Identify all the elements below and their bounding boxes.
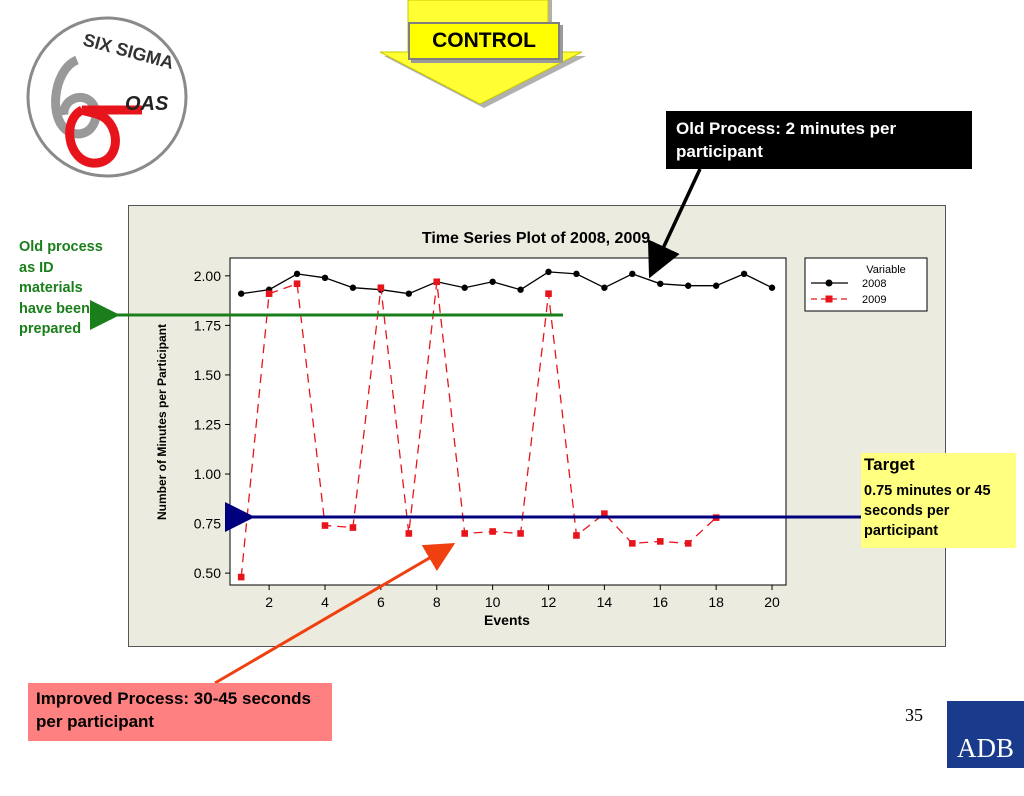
point-2008 bbox=[321, 274, 329, 282]
point-2008 bbox=[405, 290, 413, 297]
x-tick-label: 8 bbox=[433, 594, 441, 610]
point-2008 bbox=[685, 282, 692, 289]
point-2008 bbox=[349, 284, 357, 291]
point-2009 bbox=[321, 522, 329, 529]
adb-logo: ADB bbox=[947, 701, 1024, 768]
improved-process-note: Improved Process: 30-45 seconds per part… bbox=[28, 683, 332, 741]
point-2009 bbox=[377, 284, 385, 292]
point-2009 bbox=[293, 280, 301, 288]
x-tick-label: 14 bbox=[597, 594, 613, 610]
legend-title: Variable bbox=[866, 264, 906, 276]
legend-box bbox=[804, 257, 928, 312]
point-2008 bbox=[657, 280, 664, 287]
point-2008 bbox=[629, 270, 636, 278]
y-axis-ticks: 0.50 0.75 1.00 1.25 1.50 1.75 2.00 bbox=[194, 268, 230, 581]
point-2008 bbox=[768, 284, 776, 291]
y-tick-label: 0.50 bbox=[194, 565, 221, 581]
x-axis-label: Events bbox=[484, 612, 530, 628]
x-tick-label: 20 bbox=[764, 594, 780, 610]
point-2008 bbox=[712, 282, 720, 289]
point-2008 bbox=[545, 268, 552, 276]
control-label: CONTROL bbox=[408, 22, 560, 60]
series-line-2009 bbox=[240, 281, 717, 578]
point-2008 bbox=[293, 270, 301, 278]
point-2009 bbox=[461, 530, 468, 537]
x-axis-ticks: 2 4 6 8 10 12 14 16 18 20 bbox=[265, 585, 780, 610]
series-layer bbox=[237, 268, 776, 581]
x-tick-label: 6 bbox=[377, 594, 385, 610]
old-process-callout-arrow bbox=[647, 168, 702, 279]
y-axis-label: Number of Minutes per Participant bbox=[155, 324, 169, 520]
x-tick-label: 12 bbox=[541, 594, 557, 610]
x-tick-label: 18 bbox=[708, 594, 724, 610]
y-tick-label: 1.25 bbox=[194, 416, 221, 432]
point-2009 bbox=[656, 538, 664, 545]
point-2008 bbox=[461, 284, 468, 291]
target-text: 0.75 minutes or 45 seconds per participa… bbox=[864, 483, 991, 539]
old-process-note: Old Process: 2 minutes per participant bbox=[666, 111, 972, 169]
left-annotation: Old process as ID materials have been pr… bbox=[19, 239, 103, 337]
y-tick-label: 2.00 bbox=[194, 268, 221, 284]
chart-title: Time Series Plot of 2008, 2009 bbox=[422, 230, 650, 247]
point-2009 bbox=[405, 530, 413, 537]
point-2009 bbox=[684, 540, 692, 547]
point-2008 bbox=[601, 284, 608, 291]
point-2009 bbox=[237, 573, 245, 581]
legend-label-2008: 2008 bbox=[862, 278, 886, 290]
point-2009 bbox=[517, 530, 524, 537]
six-sigma-oas-logo: SIX SIGMA OAS bbox=[26, 16, 188, 178]
point-2009 bbox=[265, 290, 273, 297]
y-tick-label: 1.50 bbox=[194, 367, 221, 383]
point-2009 bbox=[489, 528, 496, 535]
y-tick-label: 1.00 bbox=[194, 466, 221, 482]
logo-brand-text: OAS bbox=[125, 93, 169, 115]
series-line-2008 bbox=[241, 271, 773, 295]
y-tick-label: 0.75 bbox=[194, 516, 221, 532]
time-series-chart: Time Series Plot of 2008, 2009 0.50 0.75 1… bbox=[155, 230, 928, 628]
point-2008 bbox=[740, 270, 748, 278]
plot-area bbox=[229, 257, 787, 586]
legend-marker-2008 bbox=[825, 279, 833, 287]
x-tick-label: 10 bbox=[485, 594, 501, 610]
point-2009 bbox=[545, 290, 552, 297]
target-note: Target 0.75 minutes or 45 seconds per pa… bbox=[861, 453, 1016, 548]
y-tick-label: 1.75 bbox=[194, 317, 221, 333]
point-2008 bbox=[237, 290, 245, 297]
x-tick-label: 2 bbox=[265, 594, 273, 610]
x-tick-label: 16 bbox=[652, 594, 668, 610]
annotation-arrows bbox=[90, 168, 861, 685]
legend-label-2009: 2009 bbox=[862, 294, 886, 306]
target-title: Target bbox=[864, 455, 915, 474]
point-2008 bbox=[517, 286, 524, 293]
point-2008 bbox=[489, 278, 496, 285]
point-2008 bbox=[573, 270, 580, 278]
x-tick-label: 4 bbox=[321, 594, 329, 610]
point-2009 bbox=[433, 278, 441, 286]
point-2009 bbox=[629, 540, 636, 547]
point-2009 bbox=[349, 524, 357, 531]
point-2009 bbox=[601, 510, 608, 517]
page-number: 35 bbox=[905, 705, 923, 725]
point-2009 bbox=[573, 532, 580, 539]
legend-marker-2009 bbox=[825, 295, 833, 303]
improved-process-arrow bbox=[214, 542, 456, 685]
